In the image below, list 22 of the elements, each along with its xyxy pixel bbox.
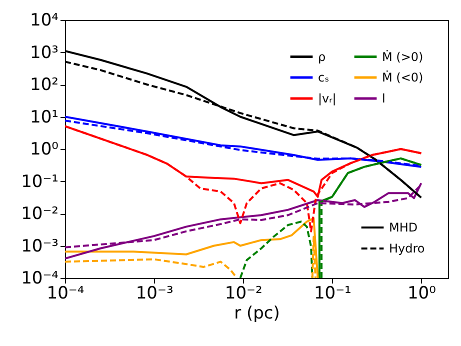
y-tick-label: 10² <box>30 75 58 95</box>
y-tick-label: 10⁴ <box>30 10 59 30</box>
x-tick-label: 10⁻⁴ <box>46 284 84 304</box>
legend-label: l <box>382 92 386 106</box>
annotation: Hydro <box>389 242 425 256</box>
y-tick-label: 10¹ <box>30 107 58 128</box>
legend-label: cₛ <box>318 70 330 84</box>
x-tick-label: 10⁻¹ <box>314 284 352 304</box>
y-tick-label: 10⁻¹ <box>21 172 58 192</box>
x-tick-label: 10⁰ <box>407 284 436 304</box>
x-tick-label: 10⁻³ <box>136 284 174 304</box>
annotation: MHD <box>389 220 418 234</box>
y-tick-label: 10⁻² <box>21 204 58 224</box>
y-tick-label: 10⁰ <box>30 140 59 160</box>
y-tick-label: 10³ <box>30 42 58 63</box>
legend-label: |vᵣ| <box>318 92 336 106</box>
legend-label: Ṁ (<0) <box>382 70 424 84</box>
y-tick-label: 10⁻³ <box>21 236 58 256</box>
legend-label: Ṁ (>0) <box>382 50 424 64</box>
x-tick-label: 10⁻² <box>224 284 262 304</box>
x-axis-title: r (pc) <box>234 304 280 324</box>
legend-label: ρ <box>318 50 326 64</box>
